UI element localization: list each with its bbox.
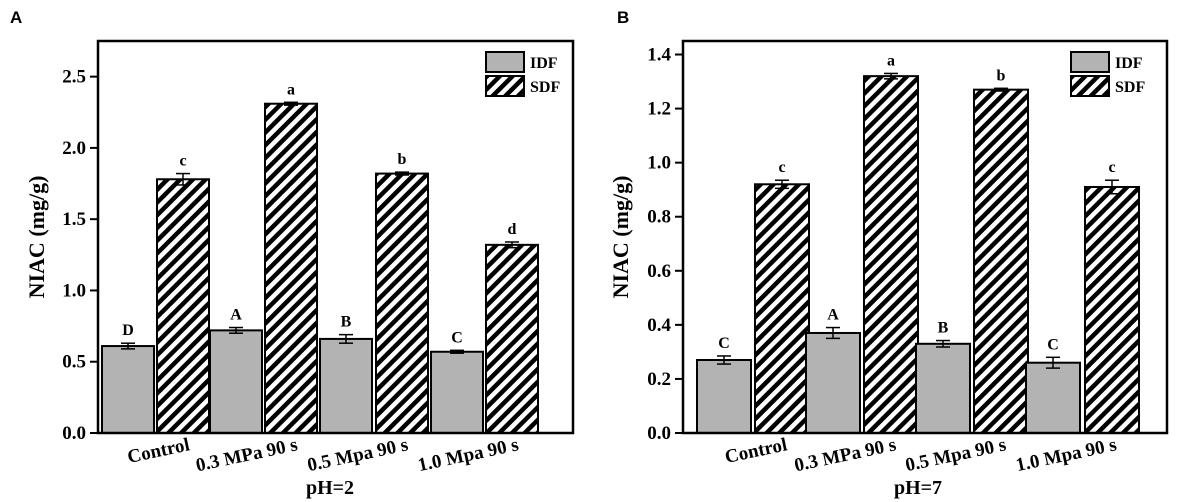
legend-label: SDF (1115, 79, 1145, 96)
legend-label: IDF (530, 55, 558, 72)
significance-letter: C (718, 335, 730, 352)
x-category-label: 0.3 MPa 90 s (792, 434, 898, 476)
bar-sdf-1 (264, 102, 318, 434)
bar-sdf-3 (485, 243, 539, 434)
significance-letter: c (179, 153, 186, 170)
significance-letter: B (938, 320, 949, 337)
bar-idf-0 (101, 345, 155, 434)
significance-letter: b (997, 67, 1006, 84)
legend: IDF SDF (485, 51, 560, 97)
y-tick-label: 1.0 (647, 153, 671, 174)
y-tick-label: 1.4 (647, 45, 671, 66)
x-axis-label: pH=7 (894, 477, 942, 499)
y-tick-label: 0.2 (647, 369, 671, 390)
significance-letter: A (827, 307, 839, 324)
y-tick-label: 1.0 (62, 280, 86, 301)
bar-sdf-2 (973, 88, 1029, 434)
legend-swatch-sdf (485, 75, 525, 97)
x-category-label: 1.0 Mpa 90 s (416, 434, 521, 476)
y-axis-label: NIAC (mg/g) (608, 176, 633, 299)
y-tick-label: 0.0 (647, 423, 671, 444)
y-tick-label: 2.5 (62, 67, 86, 88)
significance-letter: a (887, 52, 895, 69)
bar-idf-3 (1025, 361, 1081, 435)
bar-idf-0 (696, 359, 752, 434)
panel-label: B (617, 8, 629, 27)
bar-sdf-3 (1084, 185, 1140, 434)
bar-idf-1 (209, 329, 263, 435)
bar-sdf-0 (156, 178, 210, 434)
bar-idf-1 (805, 331, 861, 434)
y-tick-label: 2.0 (62, 138, 86, 159)
y-tick-label: 0.0 (62, 423, 86, 444)
panel-label: A (10, 8, 22, 27)
significance-letter: C (1047, 336, 1059, 353)
x-category-label: Control (126, 434, 192, 468)
x-category-label: 0.5 Mpa 90 s (904, 434, 1009, 476)
bar-sdf-1 (863, 75, 919, 434)
legend: IDF SDF (1070, 51, 1145, 97)
legend-label: IDF (1115, 55, 1143, 72)
significance-letter: b (398, 151, 407, 168)
chart-panel-A: A 0.0 0.5 1.0 1.5 2.0 2.5 NIAC (mg/g) Dc Control A… (10, 8, 575, 499)
x-category-label: Control (723, 434, 789, 468)
significance-letter: c (778, 159, 785, 176)
y-tick-label: 1.5 (62, 209, 86, 230)
y-tick-label: 0.4 (647, 315, 671, 336)
x-category-label: 0.5 Mpa 90 s (306, 434, 411, 476)
significance-letter: B (341, 314, 352, 331)
y-tick-label: 0.5 (62, 352, 86, 373)
x-category-label: 0.3 MPa 90 s (194, 434, 300, 476)
y-tick-label: 0.8 (647, 207, 671, 228)
legend-label: SDF (530, 79, 560, 96)
significance-letter: D (122, 322, 134, 339)
chart-panel-B: B 0.0 0.2 0.4 0.6 0.8 1.0 1.2 1.4 NIAC (mg/g) Cc Co… (608, 8, 1169, 499)
x-axis-label: pH=2 (306, 477, 354, 499)
significance-letter: c (1108, 159, 1115, 176)
bar-sdf-2 (375, 172, 429, 435)
bar-sdf-0 (754, 183, 810, 434)
y-tick-label: 0.6 (647, 261, 671, 282)
significance-letter: C (451, 329, 463, 346)
significance-letter: d (508, 221, 517, 238)
plot-frame (96, 39, 575, 435)
bar-idf-2 (915, 342, 971, 434)
significance-letter: a (287, 81, 295, 98)
plot-frame (681, 39, 1169, 435)
y-tick-label: 1.2 (647, 99, 671, 120)
legend-swatch-sdf (1070, 75, 1110, 97)
bar-idf-2 (319, 337, 373, 435)
legend-swatch-idf (485, 51, 525, 73)
bar-idf-3 (430, 350, 484, 434)
x-category-label: 1.0 Mpa 90 s (1014, 434, 1119, 476)
significance-letter: A (230, 307, 242, 324)
legend-swatch-idf (1070, 51, 1110, 73)
y-axis-label: NIAC (mg/g) (24, 176, 49, 299)
